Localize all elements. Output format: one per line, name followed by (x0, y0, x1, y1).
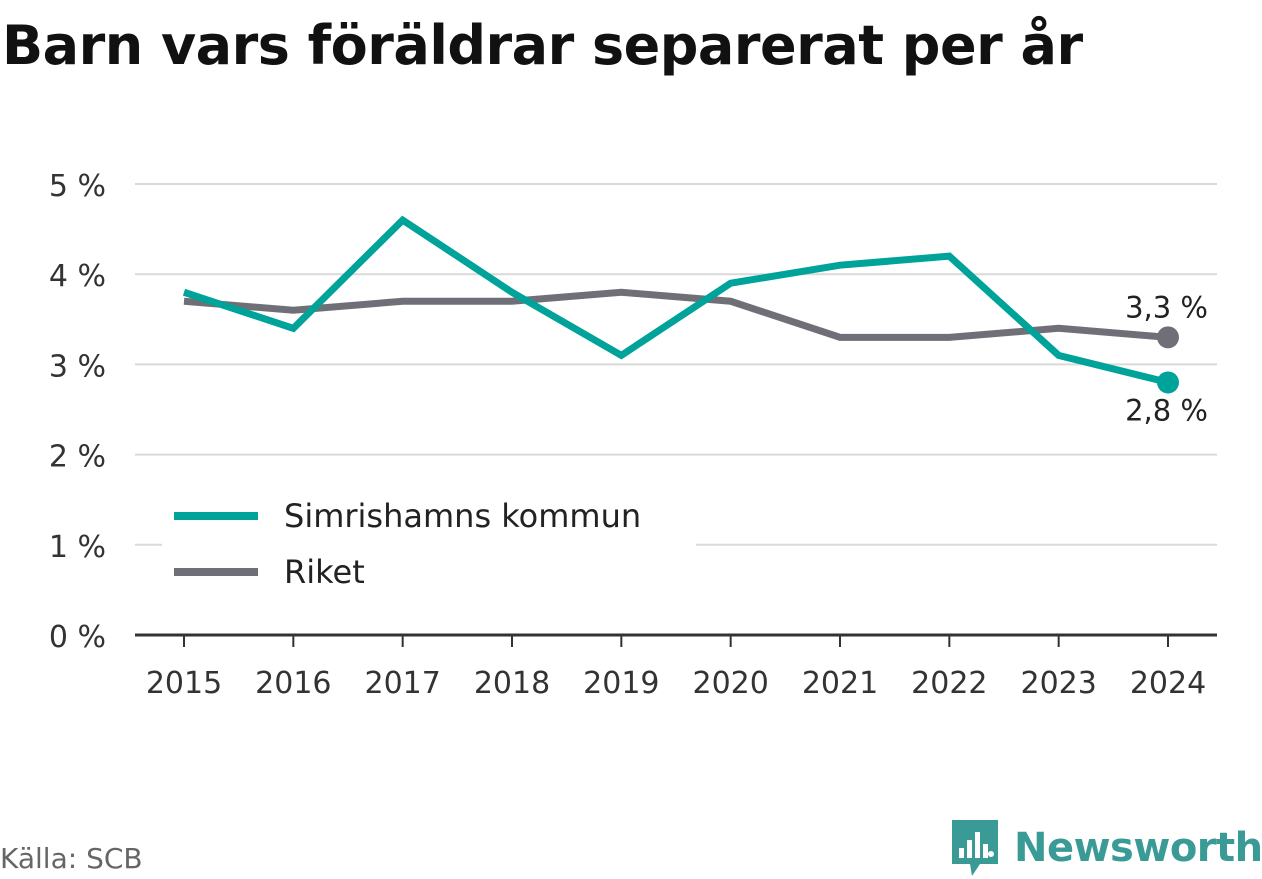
brand-name: Newsworthy (1014, 825, 1262, 871)
series-end-label: 3,3 % (1125, 290, 1208, 324)
chart-title: Barn vars föräldrar separerat per år (2, 14, 1083, 77)
legend-label: Riket (284, 553, 365, 591)
y-tick-label: 4 % (49, 259, 106, 294)
x-axis: 2015 2016 2017 2018 2019 2020 2021 2022 2023 2024 (135, 633, 1217, 701)
legend: Simrishamns kommun Riket (162, 488, 696, 608)
bar-chart-speech-icon (952, 820, 998, 876)
series-line (182, 215, 1169, 386)
series-end-marker (1157, 326, 1179, 349)
y-tick-label: 2 % (49, 440, 106, 475)
y-tick-label: 1 % (49, 530, 106, 565)
x-tick-label: 2016 (255, 666, 331, 701)
x-tick-label: 2018 (474, 666, 550, 701)
y-tick-label: 0 % (49, 620, 106, 655)
legend-label: Simrishamns kommun (284, 497, 641, 535)
y-tick-label: 5 % (49, 169, 106, 204)
x-tick-label: 2023 (1020, 666, 1096, 701)
series-end-marker (1157, 371, 1179, 394)
series-lines (182, 215, 1179, 394)
series-end-label: 2,8 % (1125, 393, 1208, 427)
x-tick-label: 2019 (583, 666, 659, 701)
brand-logo: Newsworthy (950, 818, 1262, 878)
source-note: Källa: SCB (0, 842, 143, 875)
y-axis-tick-labels: 0 % 1 % 2 % 3 % 4 % 5 % (49, 169, 106, 655)
x-tick-label: 2020 (692, 666, 768, 701)
y-tick-label: 3 % (49, 349, 106, 384)
line-chart: 0 %1 %2 %3 %4 %5 % 2015 2016 2017 2018 2019 2… (49, 169, 1217, 701)
x-tick-label: 2024 (1130, 666, 1206, 701)
series-line (183, 288, 1169, 341)
legend-background (162, 488, 696, 608)
x-tick-label: 2021 (802, 666, 878, 701)
end-labels: 2,8 % 3,3 % (1125, 290, 1208, 427)
x-tick-label: 2017 (364, 666, 440, 701)
x-tick-label: 2015 (146, 666, 222, 701)
x-tick-label: 2022 (911, 666, 987, 701)
